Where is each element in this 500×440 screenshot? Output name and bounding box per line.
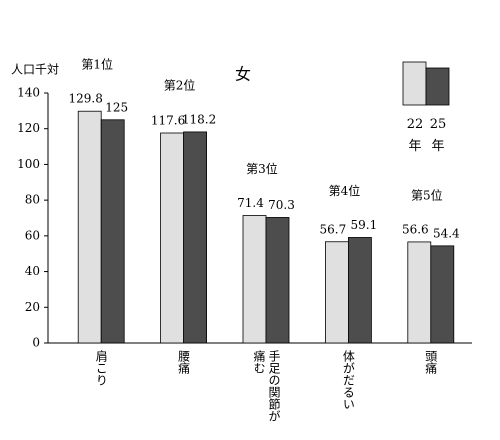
y-tick-label: 20 bbox=[25, 300, 40, 314]
y-tick-label: 60 bbox=[25, 228, 40, 242]
rank-label: 第3位 bbox=[246, 161, 278, 176]
value-label: 54.4 bbox=[433, 226, 460, 240]
bar bbox=[77, 110, 102, 344]
y-tick-label: 40 bbox=[25, 264, 40, 278]
value-label: 129.8 bbox=[69, 92, 103, 106]
bar bbox=[100, 119, 125, 344]
x-tick-label: 頭痛 bbox=[423, 350, 438, 374]
legend-swatch bbox=[425, 67, 450, 106]
chart-title: 女 bbox=[235, 65, 251, 84]
bar bbox=[324, 241, 349, 344]
bar bbox=[407, 241, 432, 344]
rank-label: 第4位 bbox=[329, 183, 361, 198]
bar bbox=[265, 217, 290, 344]
value-label: 56.7 bbox=[320, 222, 347, 236]
y-tick-label: 80 bbox=[25, 193, 40, 207]
bar bbox=[430, 245, 455, 344]
bar bbox=[242, 215, 267, 344]
legend-label: 25年 bbox=[429, 117, 447, 154]
value-label: 59.1 bbox=[351, 218, 378, 232]
x-tick-label: 肩こり bbox=[94, 350, 109, 386]
x-tick-label: 手足の関節が痛む bbox=[252, 350, 281, 422]
x-tick-label: 体がだるい bbox=[341, 350, 356, 410]
value-label: 56.6 bbox=[402, 222, 429, 236]
y-tick-label: 120 bbox=[17, 121, 40, 135]
y-tick-label: 0 bbox=[32, 336, 40, 350]
value-label: 125 bbox=[105, 100, 128, 114]
rank-label: 第5位 bbox=[411, 187, 443, 202]
x-tick-label: 腰痛 bbox=[176, 350, 191, 374]
rank-label: 第2位 bbox=[164, 77, 196, 92]
value-label: 117.6 bbox=[151, 114, 185, 128]
value-label: 118.2 bbox=[182, 112, 216, 126]
legend-swatch bbox=[402, 61, 427, 106]
bar bbox=[183, 131, 208, 344]
value-label: 71.4 bbox=[237, 196, 264, 210]
value-label: 70.3 bbox=[268, 198, 295, 212]
bar bbox=[160, 132, 185, 344]
rank-label: 第1位 bbox=[81, 57, 113, 72]
bar bbox=[347, 237, 372, 344]
legend-label: 22年 bbox=[406, 117, 424, 154]
y-tick-label: 100 bbox=[17, 157, 40, 171]
y-tick-label: 140 bbox=[17, 86, 40, 100]
y-axis-label: 人口千対 bbox=[11, 63, 59, 77]
